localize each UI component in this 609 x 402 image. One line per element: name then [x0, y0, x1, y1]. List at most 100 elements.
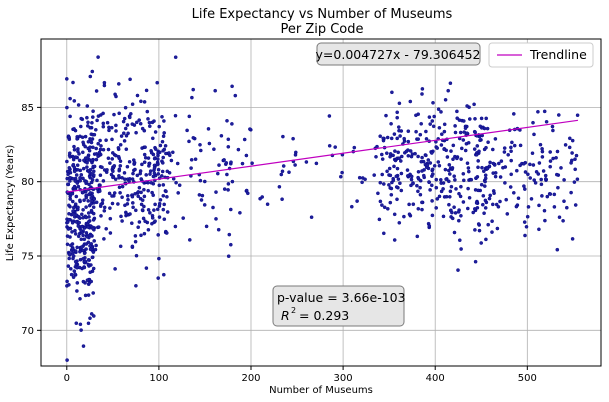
- scatter-point: [67, 282, 71, 287]
- scatter-point: [418, 132, 423, 137]
- scatter-point: [85, 234, 89, 239]
- scatter-point: [160, 169, 165, 174]
- scatter-point: [153, 202, 157, 207]
- scatter-point: [120, 184, 125, 189]
- scatter-point: [392, 238, 397, 242]
- scatter-point: [402, 214, 406, 219]
- scatter-point: [481, 193, 486, 198]
- scatter-point: [380, 172, 385, 177]
- scatter-point: [161, 134, 166, 138]
- scatter-point: [83, 144, 87, 149]
- scatter-point: [459, 157, 463, 161]
- scatter-point: [258, 196, 262, 201]
- scatter-point: [465, 161, 470, 165]
- stats-annotation: p-value = 3.66e-103 R 2 = 0.293: [272, 285, 406, 327]
- scatter-point: [76, 103, 81, 107]
- scatter-point: [555, 247, 560, 252]
- scatter-point: [90, 177, 95, 182]
- scatter-point: [487, 164, 492, 168]
- scatter-point: [548, 192, 553, 196]
- scatter-point: [94, 200, 99, 205]
- scatter-point: [161, 155, 165, 160]
- scatter-point: [229, 160, 233, 164]
- scatter-point: [150, 216, 155, 220]
- scatter-point: [113, 177, 118, 181]
- scatter-point: [94, 89, 99, 93]
- x-tick-label: 400: [426, 373, 445, 384]
- scatter-point: [392, 212, 397, 217]
- scatter-point: [509, 149, 513, 153]
- scatter-point: [96, 114, 101, 118]
- scatter-point: [265, 202, 270, 206]
- scatter-point: [159, 174, 164, 178]
- scatter-point: [482, 184, 487, 188]
- scatter-point: [132, 160, 137, 165]
- scatter-point: [70, 246, 75, 251]
- scatter-point: [79, 172, 84, 177]
- scatter-point: [187, 139, 191, 144]
- p-value-label: p-value = 3.66e-103: [277, 290, 406, 305]
- scatter-point: [66, 172, 70, 177]
- scatter-point: [397, 101, 402, 106]
- scatter-point: [225, 172, 229, 177]
- scatter-point: [427, 180, 432, 185]
- scatter-point: [395, 115, 400, 120]
- scatter-point: [131, 171, 135, 176]
- scatter-point: [277, 184, 282, 189]
- scatter-point: [77, 220, 81, 225]
- scatter-point: [167, 170, 172, 175]
- scatter-point: [363, 177, 367, 182]
- scatter-point: [240, 161, 245, 166]
- scatter-point: [117, 173, 121, 178]
- scatter-point: [118, 142, 123, 147]
- scatter-point: [187, 238, 192, 242]
- scatter-point: [479, 241, 484, 245]
- scatter-point: [418, 192, 423, 197]
- scatter-point: [514, 204, 519, 209]
- scatter-point: [142, 187, 146, 192]
- scatter-point: [152, 166, 157, 170]
- scatter-point: [79, 245, 84, 249]
- scatter-point: [387, 166, 392, 171]
- scatter-point: [385, 206, 390, 211]
- scatter-point: [466, 169, 471, 174]
- scatter-point: [100, 198, 105, 202]
- scatter-point: [107, 128, 111, 133]
- scatter-point: [505, 212, 510, 216]
- scatter-point: [572, 180, 577, 184]
- scatter-point: [114, 94, 118, 99]
- scatter-point: [127, 115, 132, 120]
- scatter-point: [439, 110, 443, 114]
- scatter-point: [451, 157, 455, 161]
- scatter-point: [144, 266, 149, 270]
- scatter-point: [117, 167, 122, 171]
- scatter-point: [548, 159, 553, 163]
- scatter-point: [573, 203, 578, 207]
- scatter-point: [570, 158, 574, 163]
- scatter-point: [86, 321, 91, 326]
- scatter-point: [522, 220, 527, 224]
- scatter-point: [118, 190, 122, 195]
- scatter-point: [463, 148, 468, 153]
- scatter-point: [491, 161, 496, 166]
- scatter-point: [101, 121, 106, 126]
- scatter-point: [427, 224, 432, 228]
- scatter-point: [407, 212, 412, 216]
- scatter-point: [554, 155, 558, 160]
- scatter-point: [394, 174, 399, 179]
- scatter-point: [563, 143, 568, 147]
- trendline: [66, 119, 579, 193]
- scatter-point: [375, 144, 379, 149]
- scatter-point: [217, 163, 221, 167]
- scatter-point: [481, 169, 486, 173]
- scatter-point: [416, 169, 421, 174]
- scatter-point: [406, 153, 411, 158]
- scatter-point: [198, 148, 203, 153]
- scatter-point: [541, 169, 546, 173]
- scatter-point: [152, 171, 157, 176]
- scatter-point: [441, 214, 446, 219]
- scatter-point: [77, 158, 82, 163]
- scatter-point: [540, 194, 544, 198]
- scatter-point: [81, 233, 85, 238]
- scatter-point: [118, 244, 123, 249]
